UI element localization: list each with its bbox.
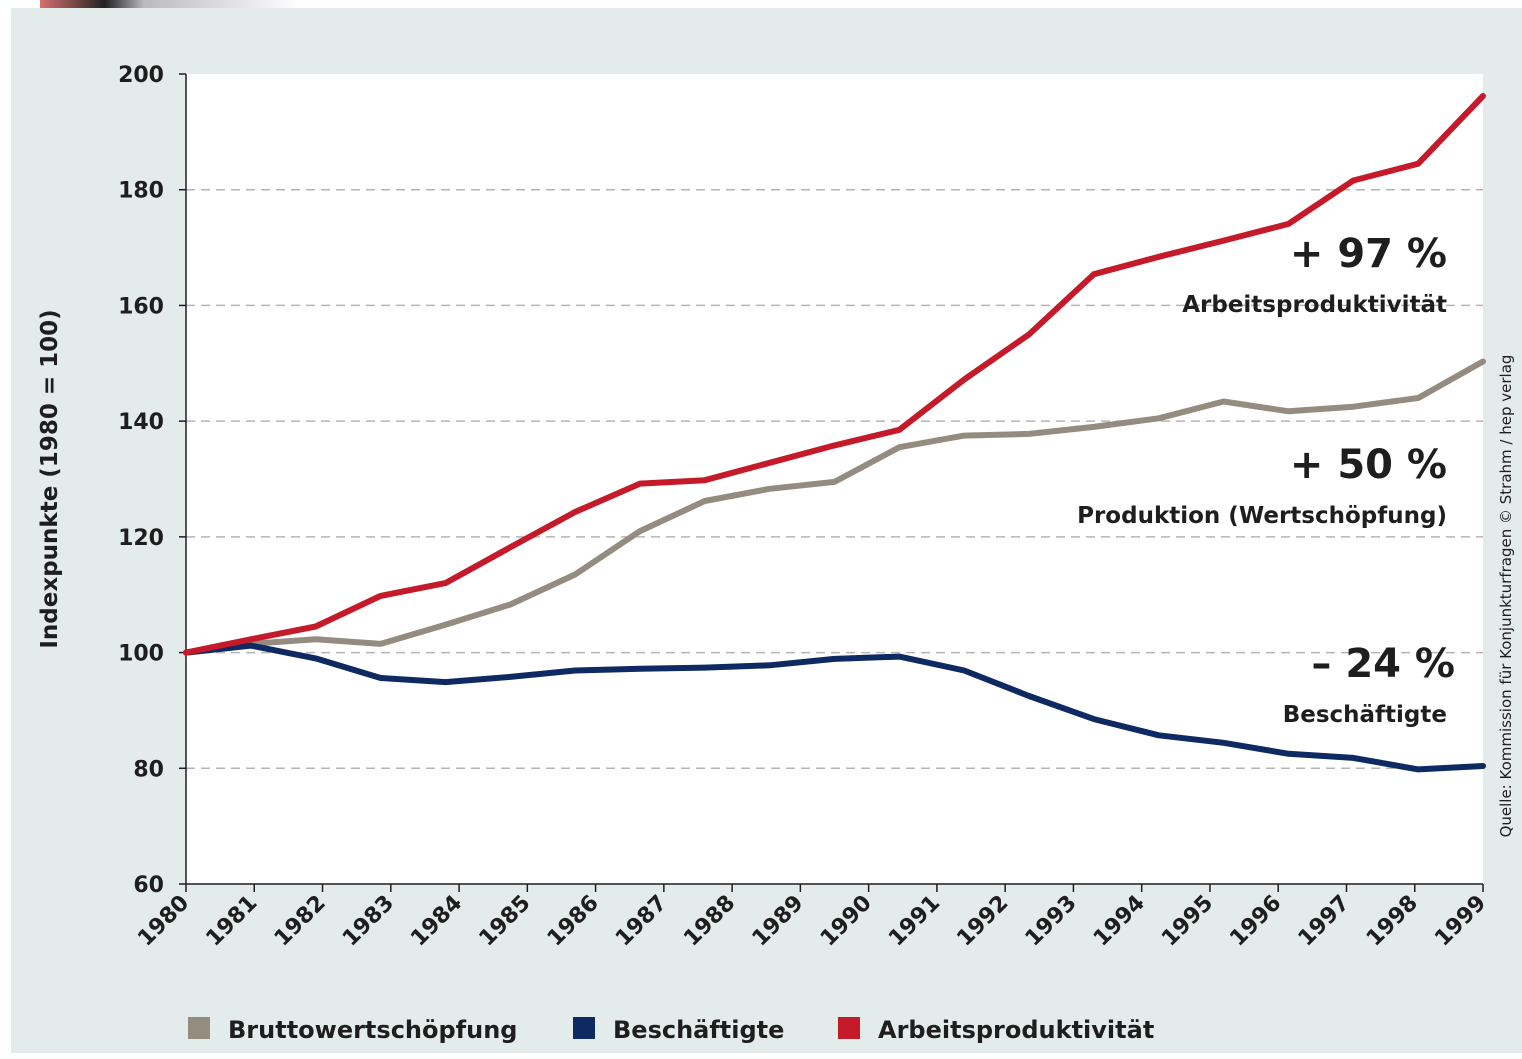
- x-tick-label-1993: 1993: [1021, 891, 1082, 952]
- y-tick-label-120: 120: [118, 526, 164, 551]
- x-tick-label-1983: 1983: [338, 891, 399, 952]
- x-tick-label-1991: 1991: [884, 891, 945, 952]
- x-tick-label-1986: 1986: [543, 891, 604, 952]
- x-tick-label-1997: 1997: [1294, 891, 1355, 952]
- y-tick-label-60: 60: [133, 873, 164, 898]
- source-note: Quelle: Kommission für Konjunkturfragen …: [1497, 355, 1515, 838]
- x-tick-label-1999: 1999: [1430, 891, 1491, 952]
- y-tick-label-200: 200: [118, 63, 164, 88]
- annotation-value-employees: – 24 %: [1311, 641, 1455, 687]
- legend-label-arbeitsproduktivit-t: Arbeitsproduktivität: [878, 1016, 1154, 1044]
- x-tick-label-1995: 1995: [1157, 891, 1218, 952]
- y-tick-label-180: 180: [118, 179, 164, 204]
- series-line-arbeitsproduktivit-t: [183, 93, 1486, 656]
- annotation-label-productivity: Arbeitsproduktivität: [1182, 292, 1447, 318]
- y-tick-label-100: 100: [118, 642, 164, 667]
- x-tick-label-1985: 1985: [475, 891, 536, 952]
- x-tick-label-1980: 1980: [133, 891, 194, 952]
- x-tick-label-1989: 1989: [748, 891, 809, 952]
- x-tick-label-1990: 1990: [816, 891, 877, 952]
- corner-logo: [0, 0, 300, 8]
- x-tick-label-1996: 1996: [1225, 891, 1286, 952]
- x-tick-label-1994: 1994: [1089, 891, 1150, 952]
- annotation-label-production: Produktion (Wertschöpfung): [1077, 503, 1447, 529]
- annotation-value-productivity: + 97 %: [1290, 231, 1447, 277]
- x-tick-label-1987: 1987: [611, 891, 672, 952]
- legend-label-besch-ftigte: Beschäftigte: [613, 1016, 784, 1044]
- series-lines: [183, 93, 1486, 773]
- x-tick-label-1984: 1984: [406, 891, 467, 952]
- grid-lines: [186, 188, 1483, 770]
- y-axis-label: Indexpunkte (1980 = 100): [37, 309, 63, 648]
- y-tick-label-80: 80: [133, 757, 164, 782]
- y-tick-label-160: 160: [118, 294, 164, 319]
- legend-swatch-bruttowertsch-pfung: [188, 1017, 210, 1039]
- x-tick-label-1982: 1982: [270, 891, 331, 952]
- corner-logo-graphic: [40, 0, 300, 8]
- y-axis: 60 80 100 120 140 160 180 200: [118, 63, 187, 898]
- x-tick-label-1998: 1998: [1362, 891, 1423, 952]
- annotation-label-employees: Beschäftigte: [1283, 702, 1447, 728]
- legend-swatch-besch-ftigte: [573, 1017, 595, 1039]
- legend: Bruttowertschöpfung Beschäftigte Arbeitspr…: [188, 1016, 1154, 1044]
- x-axis: 1980 1981 1982 1983 1984 1985 1986 1987 1988 1989…: [133, 883, 1491, 952]
- annotation-value-production: + 50 %: [1290, 442, 1447, 488]
- series-line-besch-ftigte: [183, 642, 1486, 773]
- x-tick-label-1988: 1988: [679, 891, 740, 952]
- x-tick-label-1981: 1981: [202, 891, 263, 952]
- series-line-bruttowertsch-pfung: [183, 358, 1486, 656]
- x-tick-label-1992: 1992: [952, 891, 1013, 952]
- y-tick-label-140: 140: [118, 410, 164, 435]
- legend-swatch-arbeitsproduktivit-t: [838, 1017, 860, 1039]
- legend-label-bruttowertsch-pfung: Bruttowertschöpfung: [228, 1016, 517, 1044]
